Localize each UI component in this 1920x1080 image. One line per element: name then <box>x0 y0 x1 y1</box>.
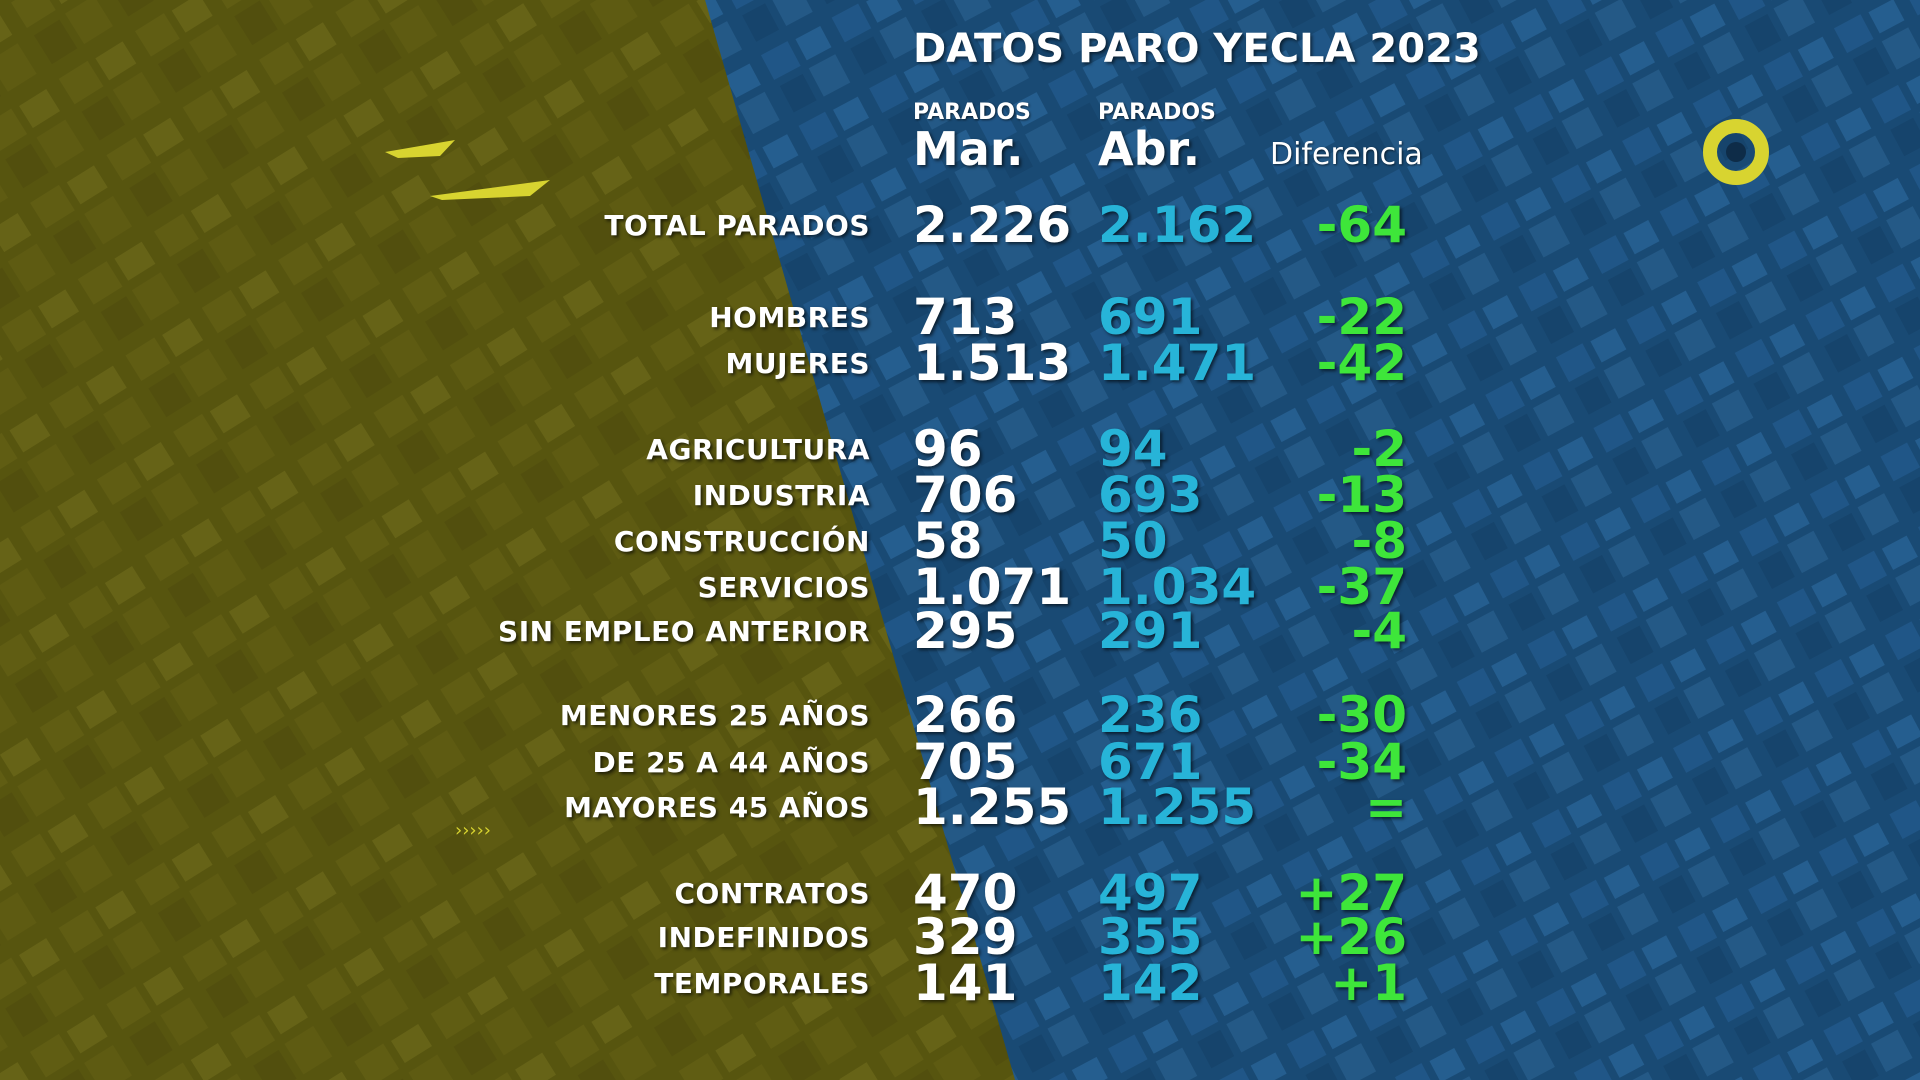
value-diff: +27 <box>1295 864 1407 922</box>
row-label: CONSTRUCCIÓN <box>613 525 870 558</box>
value-abr: 50 <box>1098 512 1168 570</box>
value-mar: 705 <box>913 733 1018 791</box>
row-label: INDEFINIDOS <box>657 921 870 954</box>
value-mar: 1.255 <box>913 778 1072 836</box>
decor-shapes: ››››› <box>385 140 550 841</box>
value-diff: -13 <box>1316 466 1407 524</box>
column-diff-header: Diferencia <box>1270 137 1423 172</box>
value-abr: 691 <box>1098 288 1203 346</box>
row-label: MENORES 25 AÑOS <box>559 699 870 732</box>
row-label: MUJERES <box>725 347 870 380</box>
row-label: CONTRATOS <box>674 877 870 910</box>
row-label: HOMBRES <box>709 301 870 334</box>
value-diff: -64 <box>1316 196 1407 254</box>
column-mar-header: Mar. <box>913 122 1024 176</box>
row-label: TOTAL PARADOS <box>604 209 870 242</box>
column-abr-caption: PARADOS <box>1098 100 1216 125</box>
value-abr: 1.034 <box>1098 558 1257 616</box>
value-abr: 142 <box>1098 954 1203 1012</box>
value-diff: -30 <box>1316 686 1407 744</box>
value-diff: +1 <box>1330 954 1407 1012</box>
column-mar-caption: PARADOS <box>913 100 1031 125</box>
value-mar: 706 <box>913 466 1018 524</box>
row-label: SIN EMPLEO ANTERIOR <box>498 615 870 648</box>
value-abr: 236 <box>1098 686 1203 744</box>
value-mar: 96 <box>913 420 983 478</box>
row-label: DE 25 A 44 AÑOS <box>592 746 870 779</box>
value-abr: 2.162 <box>1098 196 1257 254</box>
value-abr: 94 <box>1098 420 1168 478</box>
value-mar: 266 <box>913 686 1018 744</box>
column-abr-header: Abr. <box>1098 122 1201 176</box>
value-abr: 693 <box>1098 466 1203 524</box>
row-label: TEMPORALES <box>654 967 870 1000</box>
value-diff: -42 <box>1316 334 1407 392</box>
row-label: SERVICIOS <box>697 571 870 604</box>
value-diff: -8 <box>1351 512 1407 570</box>
value-mar: 2.226 <box>913 196 1072 254</box>
value-mar: 713 <box>913 288 1018 346</box>
value-diff: -2 <box>1351 420 1407 478</box>
row-label: INDUSTRIA <box>692 479 870 512</box>
value-mar: 470 <box>913 864 1018 922</box>
logo-icon <box>1703 119 1769 185</box>
value-mar: 1.071 <box>913 558 1072 616</box>
value-mar: 141 <box>913 954 1018 1012</box>
page-title: DATOS PARO YECLA 2023 <box>913 26 1481 72</box>
value-abr: 355 <box>1098 908 1203 966</box>
value-abr: 497 <box>1098 864 1203 922</box>
value-mar: 295 <box>913 602 1018 660</box>
value-diff: -22 <box>1316 288 1407 346</box>
value-diff: +26 <box>1295 908 1407 966</box>
value-diff: -34 <box>1316 733 1407 791</box>
value-abr: 291 <box>1098 602 1203 660</box>
value-mar: 1.513 <box>913 334 1072 392</box>
value-abr: 1.255 <box>1098 778 1257 836</box>
row-label: AGRICULTURA <box>646 433 870 466</box>
value-mar: 329 <box>913 908 1018 966</box>
value-diff: -4 <box>1351 602 1407 660</box>
value-mar: 58 <box>913 512 983 570</box>
value-abr: 1.471 <box>1098 334 1257 392</box>
svg-text:›››››: ››››› <box>455 820 491 841</box>
row-label: MAYORES 45 AÑOS <box>564 791 870 824</box>
value-abr: 671 <box>1098 733 1203 791</box>
value-diff: = <box>1365 778 1407 836</box>
value-diff: -37 <box>1316 558 1407 616</box>
